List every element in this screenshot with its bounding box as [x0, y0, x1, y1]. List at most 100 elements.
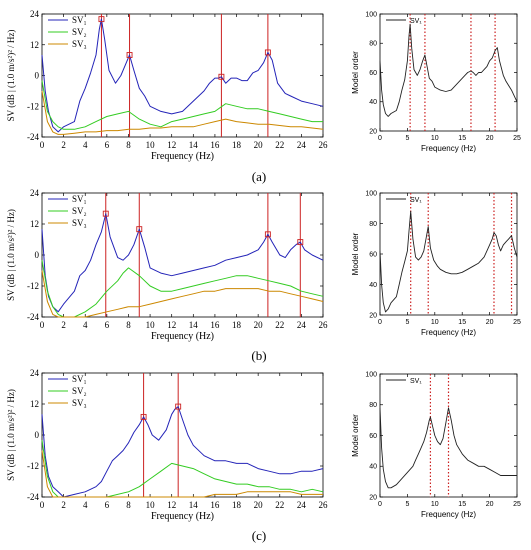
- x-tick-label: 25: [513, 319, 521, 326]
- panel-label-a: (a): [252, 169, 266, 184]
- x-tick-label: 25: [513, 501, 521, 508]
- x-tick-label: 0: [40, 500, 45, 510]
- legend: SV₁: [386, 18, 422, 25]
- y-tick-label: -24: [27, 132, 39, 142]
- y-tick-label: 20: [369, 312, 377, 319]
- x-tick-label: 10: [431, 135, 439, 142]
- y-tick-label: 80: [369, 41, 377, 48]
- peak-marker: [102, 210, 109, 217]
- y-tick-label: 40: [369, 282, 377, 289]
- chart-c-right: 0 5 10 15 20 25 20 40 60 80 100 Frequency (Hz) Model…: [351, 371, 521, 519]
- peak-marker: [140, 413, 147, 420]
- y-axis-label: Model order: [351, 414, 360, 457]
- x-tick-label: 6: [105, 500, 110, 510]
- x-tick-label: 16: [210, 500, 220, 510]
- y-tick-label: 12: [30, 40, 39, 50]
- series-line-3: [41, 270, 324, 318]
- peak-marker: [297, 239, 304, 246]
- x-tick-label: 22: [275, 320, 284, 330]
- chart-a-right: 0 5 10 15 20 25 20 40 60 80 100 Frequency (Hz) Model…: [351, 11, 521, 153]
- series-line-2: [41, 260, 324, 318]
- x-tick-label: 14: [189, 320, 199, 330]
- x-tick-label: 0: [40, 320, 45, 330]
- x-tick-label: 8: [126, 140, 131, 150]
- chart-b-left: 0 2 4 6 8 10 12 14 16 18 20 22 24 26-24-1201224Freque…: [6, 188, 328, 342]
- x-tick-label: 10: [431, 319, 439, 326]
- x-tick-label: 0: [378, 319, 382, 326]
- chart-a-left: 0 2 4 6 8 10 12 14 16 18 20 22 24 26-24-1201224Freque…: [6, 9, 328, 162]
- panel-label-c: (c): [252, 528, 266, 543]
- x-tick-label: 8: [126, 500, 131, 510]
- legend-label: SV₁: [410, 197, 422, 204]
- series-line-1: [379, 23, 518, 117]
- x-tick-label: 12: [167, 320, 176, 330]
- x-axis-label: Frequency (Hz): [151, 331, 214, 342]
- y-tick-label: 24: [30, 188, 40, 198]
- x-tick-label: 10: [146, 320, 156, 330]
- x-tick-label: 5: [405, 319, 409, 326]
- x-tick-label: 26: [319, 140, 329, 150]
- x-tick-label: 20: [486, 319, 494, 326]
- peak-marker: [264, 231, 271, 238]
- legend: SV₁: [386, 378, 422, 385]
- y-tick-label: 100: [365, 11, 377, 18]
- legend-label: SV₂: [72, 386, 87, 396]
- y-tick-label: 20: [369, 128, 377, 135]
- x-tick-label: 4: [83, 500, 88, 510]
- legend-label: SV₁: [72, 374, 87, 384]
- x-tick-label: 16: [210, 320, 220, 330]
- legend-label: SV₁: [410, 18, 422, 25]
- y-tick-label: -24: [27, 492, 39, 502]
- x-tick-label: 10: [146, 500, 156, 510]
- y-tick-label: 40: [369, 464, 377, 471]
- y-tick-label: 24: [30, 9, 40, 19]
- legend: SV₁ SV₂ SV₃: [48, 374, 87, 408]
- legend-label: SV₃: [72, 218, 87, 228]
- x-tick-label: 12: [167, 500, 176, 510]
- y-axis-label: SV (dB | (1.0 m/s²)² / Hz): [6, 209, 16, 301]
- series-line-2: [41, 440, 324, 498]
- y-axis-label: SV (dB | (1.0 m/s²)² / Hz): [6, 30, 16, 122]
- y-tick-label: -12: [27, 461, 39, 471]
- y-tick-label: 100: [365, 371, 377, 378]
- x-tick-label: 6: [105, 140, 110, 150]
- x-tick-label: 16: [210, 140, 220, 150]
- y-tick-label: -12: [27, 101, 39, 111]
- legend-label: SV₁: [72, 194, 87, 204]
- x-tick-label: 0: [378, 135, 382, 142]
- legend-label: SV₃: [72, 398, 87, 408]
- x-tick-label: 15: [458, 135, 466, 142]
- y-tick-label: 0: [35, 71, 40, 81]
- x-axis-label: Frequency (Hz): [151, 151, 214, 162]
- y-axis-label: Model order: [351, 232, 360, 275]
- peak-marker: [264, 49, 271, 56]
- legend-label: SV₁: [72, 15, 87, 25]
- x-axis-label: Frequency (Hz): [421, 510, 476, 519]
- y-tick-label: 24: [30, 368, 40, 378]
- x-tick-label: 18: [232, 320, 242, 330]
- x-axis-label: Frequency (Hz): [421, 144, 476, 153]
- panel-label-b: (b): [251, 348, 266, 363]
- y-tick-label: 20: [369, 494, 377, 501]
- y-tick-label: -12: [27, 281, 39, 291]
- x-tick-label: 18: [232, 140, 242, 150]
- x-tick-label: 4: [83, 320, 88, 330]
- x-tick-label: 6: [105, 320, 110, 330]
- x-tick-label: 2: [61, 320, 66, 330]
- x-tick-label: 18: [232, 500, 242, 510]
- x-tick-label: 24: [297, 140, 307, 150]
- series-line-1: [41, 213, 324, 313]
- y-tick-label: 60: [369, 433, 377, 440]
- x-tick-label: 4: [83, 140, 88, 150]
- x-tick-label: 14: [189, 500, 199, 510]
- x-tick-label: 26: [319, 320, 329, 330]
- x-tick-label: 12: [167, 140, 176, 150]
- x-tick-label: 2: [61, 140, 66, 150]
- x-tick-label: 22: [275, 500, 284, 510]
- x-tick-label: 14: [189, 140, 199, 150]
- y-tick-label: 60: [369, 251, 377, 258]
- series-line-1: [379, 210, 518, 313]
- plot-frame: [379, 13, 518, 132]
- series-line-3: [41, 450, 323, 498]
